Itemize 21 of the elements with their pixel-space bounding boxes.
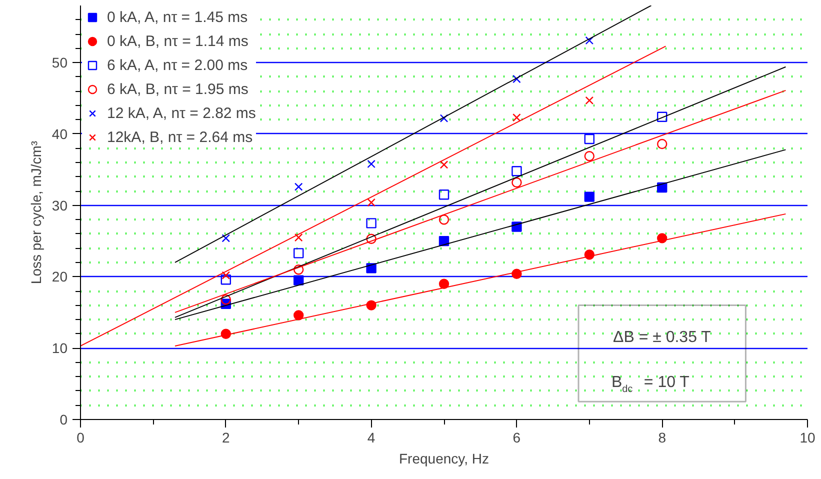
legend-label: 6 kA, B, nτ = 1.95 ms: [107, 80, 248, 99]
x-tick-label: 0: [76, 430, 85, 446]
legend-label: 6 kA, A, nτ = 2.00 ms: [107, 56, 248, 75]
y-tick-label: 0: [60, 412, 68, 428]
y-tick-label: 30: [52, 197, 68, 214]
x-tick-label: 4: [367, 430, 376, 446]
y-tick-label: 50: [52, 54, 68, 71]
y-axis-title: Loss per cycle, mJ/cm³: [28, 140, 44, 284]
y-tick-label: 20: [52, 268, 68, 285]
x-tick-label: 8: [658, 430, 666, 446]
legend-label: 0 kA, B, nτ = 1.14 ms: [107, 32, 248, 51]
x-tick-label: 10: [800, 430, 816, 446]
y-tick-label: 40: [52, 126, 68, 142]
annotation: ΔB = ± 0.35 T: [613, 328, 712, 346]
legend-label: 0 kA, A, nτ = 1.45 ms: [107, 8, 248, 27]
x-axis-title: Frequency, Hz: [399, 450, 489, 466]
x-tick-label: 6: [512, 430, 521, 446]
legend-label: 12 kA, A, nτ = 2.82 ms: [107, 104, 256, 123]
legend-label: 12kA, B, nτ = 2.64 ms: [107, 128, 253, 147]
y-tick-label: 10: [52, 340, 68, 356]
x-tick-label: 2: [222, 430, 230, 446]
